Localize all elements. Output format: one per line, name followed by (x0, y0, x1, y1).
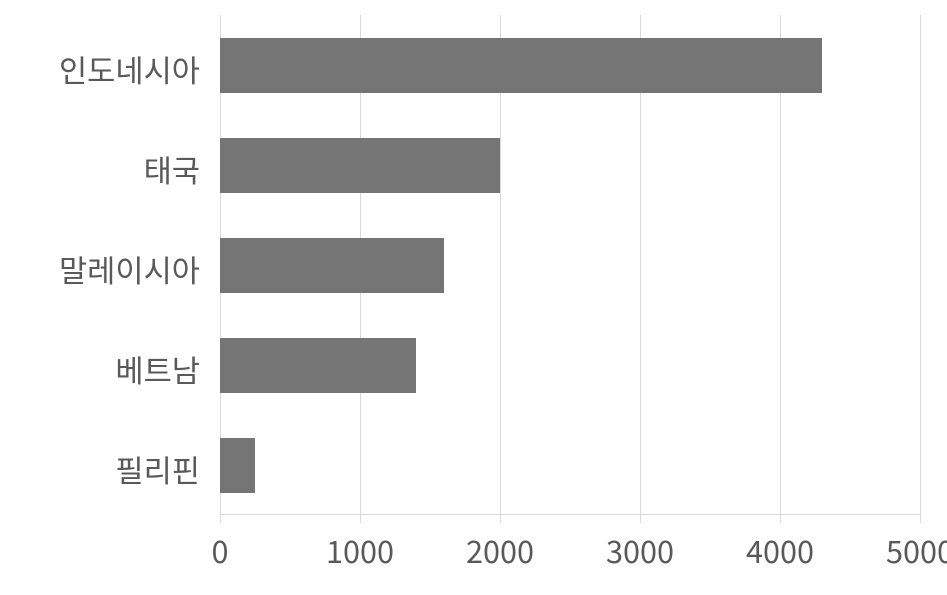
plot-area (220, 15, 920, 515)
gridline (920, 15, 921, 515)
bar (220, 38, 822, 93)
tick-mark (500, 515, 501, 523)
category-label: 필리핀 (0, 446, 200, 491)
x-tick-label: 1000 (326, 527, 394, 572)
category-label: 베트남 (0, 346, 200, 391)
x-tick-label: 4000 (746, 527, 814, 572)
category-label: 인도네시아 (0, 46, 200, 91)
tick-mark (780, 515, 781, 523)
bar-chart: 인도네시아태국말레이시아베트남필리핀 0 1000 2000 3000 4000 5000 (0, 15, 947, 575)
bar (220, 438, 255, 493)
bar (220, 138, 500, 193)
category-label: 태국 (0, 146, 200, 191)
x-axis-line (220, 514, 920, 515)
x-tick-label: 2000 (466, 527, 534, 572)
tick-mark (640, 515, 641, 523)
category-label: 말레이시아 (0, 246, 200, 291)
tick-mark (220, 515, 221, 523)
bar (220, 338, 416, 393)
x-tick-label: 0 (211, 527, 228, 572)
tick-mark (360, 515, 361, 523)
bar (220, 238, 444, 293)
x-tick-label: 5000 (886, 527, 947, 572)
x-tick-label: 3000 (606, 527, 674, 572)
tick-mark (920, 515, 921, 523)
